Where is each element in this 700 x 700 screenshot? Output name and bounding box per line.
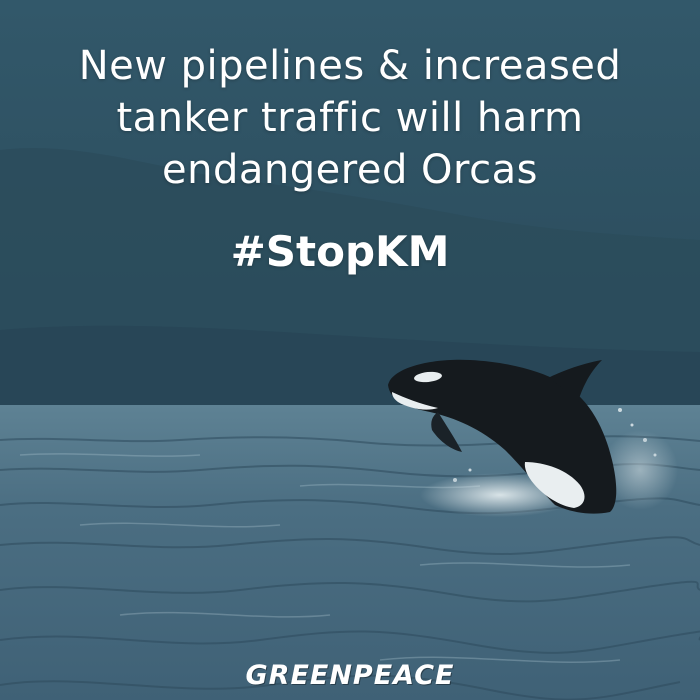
headline-line-1: New pipelines & increased: [78, 43, 622, 89]
greenpeace-logo: GREENPEACE: [245, 660, 455, 691]
orca-flank-patch: [524, 462, 585, 508]
headline-line-2: tanker traffic will harm: [116, 95, 584, 141]
headline: New pipelines & increased tanker traffic…: [0, 40, 700, 196]
orca-pectoral-fin: [431, 412, 462, 452]
orca-eye-patch: [414, 371, 442, 383]
water-highlights: [19, 453, 631, 663]
orca-chin: [392, 392, 438, 410]
hashtag: #StopKM: [230, 227, 450, 276]
headline-line-3: endangered Orcas: [162, 147, 538, 193]
orca-icon: [388, 359, 617, 514]
orca-dorsal-fin: [548, 360, 602, 402]
